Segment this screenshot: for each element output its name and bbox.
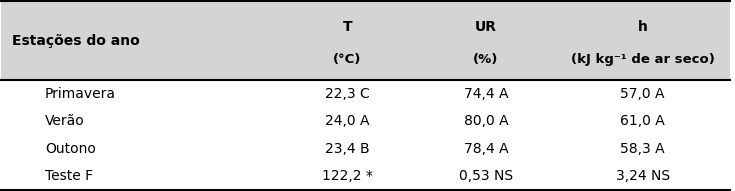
Text: 23,4 B: 23,4 B: [325, 142, 370, 156]
Text: (%): (%): [473, 53, 498, 66]
Bar: [1, 80, 730, 108]
Bar: [1, 1, 730, 80]
Bar: [1, 135, 730, 162]
Text: T: T: [343, 20, 352, 35]
Text: Outono: Outono: [45, 142, 96, 156]
Bar: [1, 162, 730, 190]
Text: 74,4 A: 74,4 A: [464, 87, 508, 101]
Text: 24,0 A: 24,0 A: [326, 114, 370, 128]
Text: 0,53 NS: 0,53 NS: [459, 169, 513, 183]
Text: 57,0 A: 57,0 A: [620, 87, 665, 101]
Text: 22,3 C: 22,3 C: [325, 87, 370, 101]
Text: h: h: [638, 20, 648, 35]
Text: 80,0 A: 80,0 A: [464, 114, 508, 128]
Text: 78,4 A: 78,4 A: [464, 142, 508, 156]
Bar: [1, 108, 730, 135]
Text: UR: UR: [475, 20, 497, 35]
Text: (kJ kg⁻¹ de ar seco): (kJ kg⁻¹ de ar seco): [570, 53, 714, 66]
Text: 61,0 A: 61,0 A: [620, 114, 665, 128]
Text: Primavera: Primavera: [45, 87, 116, 101]
Text: (°C): (°C): [333, 53, 362, 66]
Text: Verão: Verão: [45, 114, 85, 128]
Text: 122,2 *: 122,2 *: [322, 169, 373, 183]
Text: Estações do ano: Estações do ano: [12, 34, 140, 48]
Text: Teste F: Teste F: [45, 169, 93, 183]
Text: 3,24 NS: 3,24 NS: [615, 169, 670, 183]
Text: 58,3 A: 58,3 A: [620, 142, 665, 156]
